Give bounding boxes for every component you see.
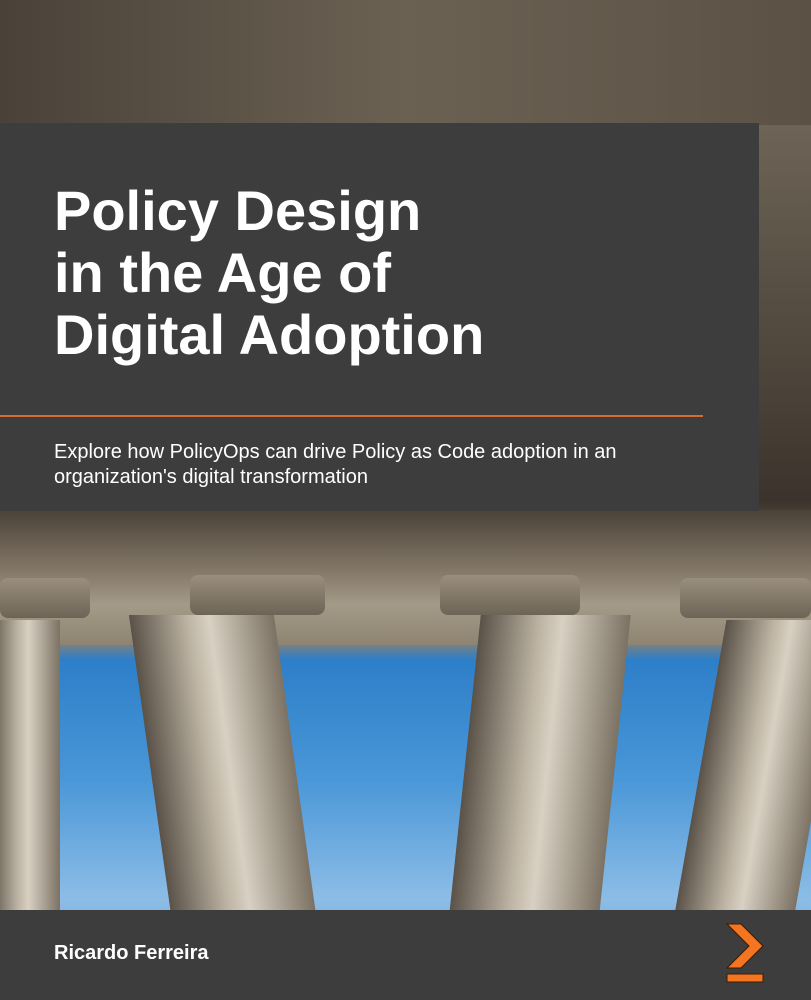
capital-4 <box>680 578 811 618</box>
publisher-chevron-logo-icon <box>725 923 764 983</box>
ceiling-photo <box>0 0 811 125</box>
column-3 <box>449 615 631 915</box>
orange-divider <box>0 415 703 417</box>
book-subtitle: Explore how PolicyOps can drive Policy a… <box>54 441 617 488</box>
book-title: Policy Design in the Age of Digital Adop… <box>54 180 484 366</box>
column-1 <box>0 620 60 920</box>
title-line: Digital Adoption <box>54 303 485 366</box>
column-2 <box>128 615 317 915</box>
capital-3 <box>440 575 580 615</box>
column-4 <box>673 620 811 920</box>
capital-2 <box>190 575 325 615</box>
title-panel <box>0 123 759 511</box>
capital-1 <box>0 578 90 618</box>
title-line: Policy Design <box>54 179 422 242</box>
author-name: Ricardo Ferreira <box>54 942 209 964</box>
title-line: in the Age of <box>54 241 392 304</box>
footer-band <box>0 910 811 1000</box>
